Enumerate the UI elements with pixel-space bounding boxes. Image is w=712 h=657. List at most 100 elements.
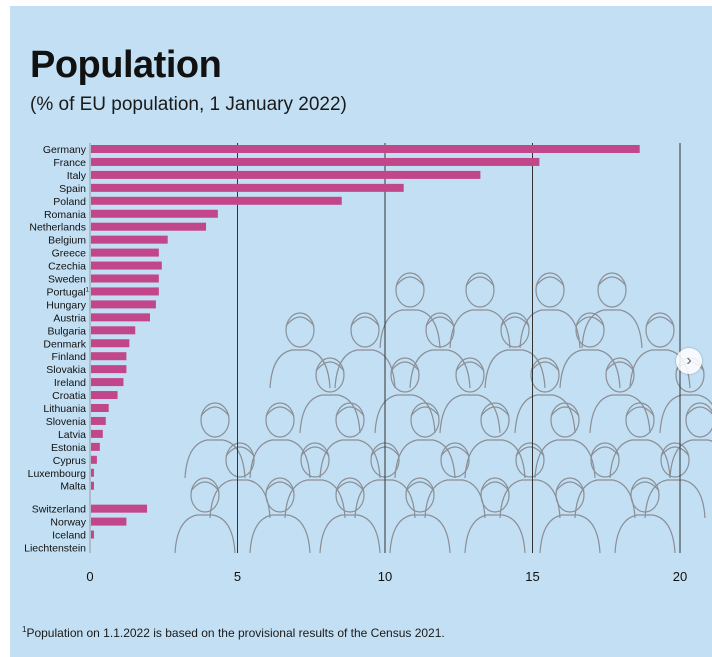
person-figure [609, 402, 671, 479]
bar-iceland [91, 530, 94, 539]
category-label: Cyprus [53, 455, 86, 467]
category-label: Slovakia [46, 364, 86, 376]
person-figure [534, 402, 596, 479]
person-figure [589, 357, 651, 434]
person-figure [249, 477, 311, 554]
person-figure [409, 312, 471, 389]
person-figure [374, 357, 436, 434]
bar-portugal [91, 287, 159, 296]
bar-estonia [91, 442, 100, 451]
category-label: Croatia [52, 390, 86, 402]
category-label: Italy [67, 170, 87, 182]
category-label: Luxembourg [28, 468, 87, 480]
person-figure [484, 312, 546, 389]
category-label: Czechia [48, 261, 86, 273]
person-figure [379, 272, 441, 349]
bar-slovenia [91, 416, 106, 425]
category-label: Romania [44, 209, 86, 221]
category-label: Latvia [58, 429, 86, 441]
person-figure [581, 272, 643, 349]
category-label: Liechtenstein [24, 543, 86, 555]
chart-gridlines [89, 143, 681, 553]
bar-finland [91, 352, 127, 361]
person-figure [269, 312, 331, 389]
category-label: France [53, 157, 86, 169]
category-label: Switzerland [32, 504, 86, 516]
person-figure [319, 477, 381, 554]
category-label: Slovenia [46, 416, 86, 428]
footnote-marker: 1 [22, 625, 27, 634]
person-figure [464, 477, 526, 554]
person-figure [464, 402, 526, 479]
person-figure [614, 477, 676, 554]
category-label: Belgium [48, 235, 86, 247]
bar-lithuania [91, 404, 109, 412]
bar-croatia [91, 391, 118, 400]
bar-denmark [91, 339, 130, 348]
bar-netherlands [91, 222, 207, 231]
category-label: Spain [59, 183, 86, 195]
bar-greece [91, 248, 159, 257]
category-label: Denmark [43, 338, 86, 350]
x-tick-label: 20 [673, 569, 687, 584]
bar-sweden [91, 274, 159, 283]
bar-spain [91, 183, 404, 192]
category-label: Malta [60, 481, 86, 493]
bar-slovakia [91, 365, 127, 374]
person-figure [284, 442, 346, 519]
bar-belgium [91, 235, 168, 244]
bar-romania [91, 209, 218, 218]
bar-norway [91, 517, 127, 526]
x-tick-label: 0 [86, 569, 93, 584]
category-label: Poland [53, 196, 86, 208]
bar-germany [91, 145, 640, 153]
bar-poland [91, 196, 342, 205]
person-figure [439, 357, 501, 434]
category-label: Estonia [51, 442, 86, 454]
category-label: Hungary [46, 299, 86, 311]
bar-cyprus [91, 455, 97, 464]
person-figure [319, 402, 381, 479]
category-label: Ireland [54, 377, 86, 389]
bar-latvia [91, 429, 103, 438]
person-figure [574, 442, 636, 519]
category-label: Iceland [52, 530, 86, 542]
bar-ireland [91, 378, 124, 387]
category-label: Norway [50, 517, 86, 529]
footnote: 1Population on 1.1.2022 is based on the … [22, 625, 445, 640]
person-figure [249, 402, 311, 479]
category-label: Bulgaria [47, 325, 86, 337]
category-label: Lithuania [43, 403, 86, 415]
person-figure [389, 477, 451, 554]
person-figure [499, 442, 561, 519]
bar-austria [91, 313, 150, 322]
person-figure [394, 402, 456, 479]
category-label: Netherlands [29, 222, 86, 234]
category-label: Finland [52, 351, 87, 363]
person-figure [559, 312, 621, 389]
chart-category-labels: GermanyFranceItalySpainPolandRomaniaNeth… [24, 144, 90, 555]
category-label: Sweden [48, 274, 86, 286]
bar-france [91, 157, 540, 166]
next-slide-button[interactable]: › [676, 348, 702, 374]
bar-italy [91, 170, 481, 179]
person-figure [184, 402, 246, 479]
bar-czechia [91, 261, 162, 270]
chevron-right-icon: › [686, 352, 692, 369]
chart-x-axis: 0 5 10 15 20 [86, 569, 687, 584]
bar-hungary [91, 300, 156, 309]
x-tick-label: 10 [378, 569, 392, 584]
page-title: Population [30, 44, 222, 86]
person-figure [644, 442, 706, 519]
crowd-illustration [174, 272, 712, 554]
person-figure [539, 477, 601, 554]
person-figure [299, 357, 361, 434]
bar-bulgaria [91, 326, 136, 335]
person-figure [424, 442, 486, 519]
person-figure [174, 477, 236, 554]
bar-luxembourg [91, 468, 94, 477]
category-label: Greece [52, 248, 87, 260]
footnote-text: Population on 1.1.2022 is based on the p… [26, 626, 445, 640]
